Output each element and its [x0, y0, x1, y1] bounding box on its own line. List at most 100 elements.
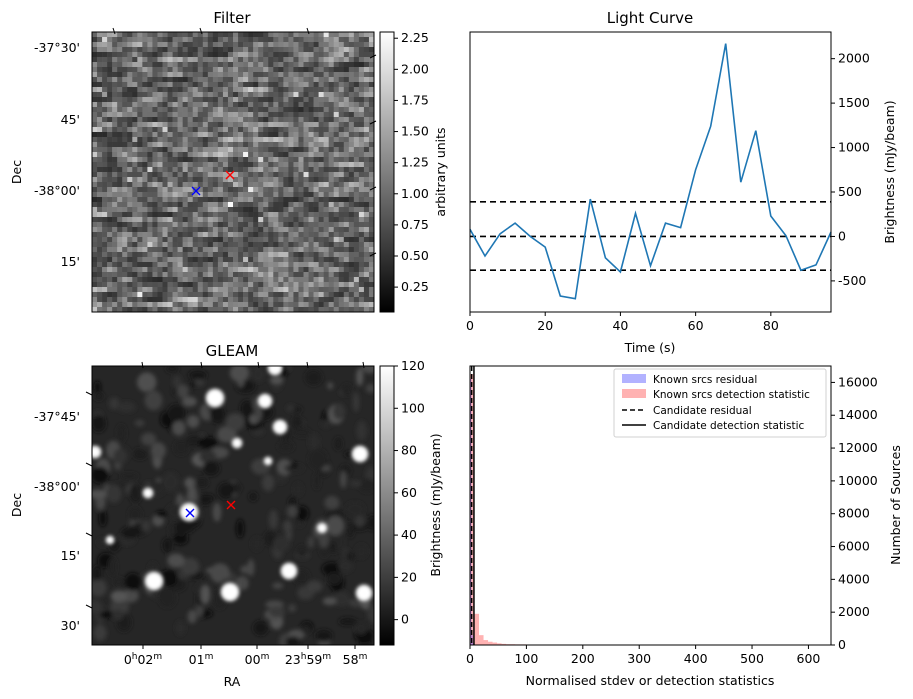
- filter-pixel: [222, 227, 229, 233]
- gleam-noise-blob: [277, 441, 294, 452]
- filter-pixel: [258, 297, 264, 303]
- filter-pixel: [122, 212, 128, 218]
- filter-pixel: [363, 297, 370, 303]
- filter-pixel: [227, 257, 234, 263]
- filter-pixel: [127, 162, 133, 168]
- filter-pixel: [333, 137, 340, 143]
- filter-pixel: [112, 207, 118, 213]
- hist-xtick-label: 0: [466, 651, 474, 666]
- filter-pixel: [107, 237, 113, 243]
- filter-pixel: [313, 297, 319, 303]
- filter-colorbar-ticks: 0.250.500.751.001.251.501.752.002.25: [394, 30, 429, 294]
- filter-pixel: [167, 212, 173, 218]
- filter-pixel: [258, 287, 264, 293]
- filter-pixel: [323, 82, 329, 88]
- filter-pixel: [273, 87, 279, 93]
- filter-pixel: [182, 167, 188, 173]
- filter-pixel: [97, 242, 103, 248]
- filter-pixel: [117, 122, 123, 128]
- filter-pixel: [212, 192, 219, 198]
- filter-pixel: [162, 37, 168, 43]
- filter-pixel: [192, 137, 199, 143]
- filter-pixel: [207, 72, 214, 78]
- filter-pixel: [222, 167, 229, 173]
- filter-pixel: [328, 232, 335, 238]
- filter-pixel: [248, 67, 254, 73]
- filter-pixel: [192, 72, 199, 78]
- filter-pixel: [353, 172, 360, 178]
- filter-pixel: [343, 87, 350, 93]
- gleam-noise-blob: [107, 556, 117, 577]
- filter-pixel: [207, 122, 214, 128]
- filter-pixel: [273, 247, 279, 253]
- filter-pixel: [363, 207, 370, 213]
- gleam-noise-blob: [133, 450, 147, 460]
- filter-pixel: [142, 207, 148, 213]
- filter-colorbar-label: arbitrary units: [433, 127, 448, 216]
- filter-pixel: [348, 147, 355, 153]
- filter-pixel: [363, 307, 370, 312]
- filter-pixel: [102, 242, 108, 248]
- filter-pixel: [112, 197, 118, 203]
- filter-pixel: [303, 77, 309, 83]
- filter-pixel: [308, 287, 314, 293]
- filter-pixel: [222, 92, 229, 98]
- filter-pixel: [92, 282, 98, 288]
- filter-pixel: [278, 172, 284, 178]
- filter-pixel: [162, 252, 168, 258]
- filter-pixel: [293, 132, 299, 138]
- filter-pixel: [263, 42, 269, 48]
- filter-pixel: [363, 117, 370, 123]
- filter-pixel: [248, 102, 254, 108]
- filter-pixel: [117, 152, 123, 158]
- filter-pixel: [333, 287, 340, 293]
- filter-pixel: [217, 222, 224, 228]
- filter-pixel: [258, 252, 264, 258]
- filter-pixel: [323, 47, 329, 53]
- filter-pixel: [248, 217, 254, 223]
- filter-pixel: [107, 32, 113, 38]
- filter-pixel: [233, 222, 239, 228]
- filter-pixel: [112, 287, 118, 293]
- filter-pixel: [343, 247, 350, 253]
- filter-pixel: [187, 132, 194, 138]
- filter-pixel: [293, 127, 299, 133]
- filter-pixel: [117, 112, 123, 118]
- filter-pixel: [253, 232, 259, 238]
- filter-pixel: [202, 117, 209, 123]
- filter-pixel: [207, 262, 214, 268]
- filter-pixel: [343, 282, 350, 288]
- filter-pixel: [172, 277, 178, 283]
- filter-pixel: [117, 187, 123, 193]
- filter-pixel: [258, 32, 264, 38]
- filter-pixel: [227, 152, 234, 158]
- filter-pixel: [172, 237, 178, 243]
- filter-pixel: [212, 262, 219, 268]
- filter-pixel: [273, 177, 279, 183]
- filter-pixel: [187, 152, 194, 158]
- filter-pixel: [288, 82, 294, 88]
- filter-pixel: [278, 132, 284, 138]
- filter-pixel: [142, 47, 148, 53]
- filter-pixel: [202, 162, 209, 168]
- filter-pixel: [147, 262, 153, 268]
- filter-pixel: [303, 187, 309, 193]
- gleam-noise-blob: [122, 588, 139, 603]
- filter-pixel: [318, 37, 324, 43]
- filter-pixel: [353, 192, 360, 198]
- filter-pixel: [263, 112, 269, 118]
- filter-pixel: [147, 172, 153, 178]
- filter-pixel: [258, 172, 264, 178]
- filter-pixel: [313, 307, 319, 312]
- filter-pixel: [197, 307, 204, 312]
- filter-pixel: [303, 82, 309, 88]
- filter-pixel: [253, 257, 259, 263]
- gleam-noise-blob: [128, 507, 142, 522]
- filter-pixel: [167, 297, 173, 303]
- filter-pixel: [102, 162, 108, 168]
- filter-pixel: [298, 87, 304, 93]
- filter-pixel: [212, 37, 219, 43]
- filter-pixel: [238, 222, 244, 228]
- filter-pixel: [278, 297, 284, 303]
- filter-pixel: [273, 267, 279, 273]
